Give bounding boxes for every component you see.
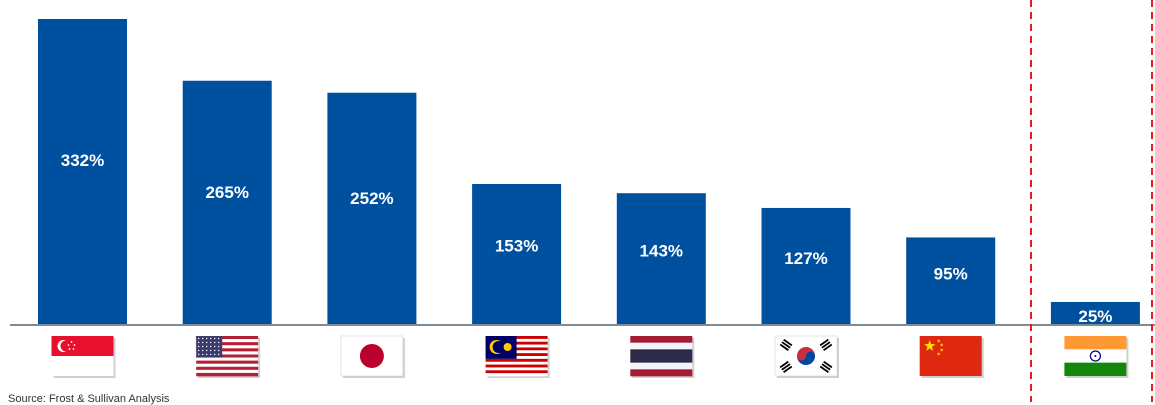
flag-south-korea-icon — [774, 335, 839, 378]
bar-thailand — [616, 193, 706, 325]
bar-value-label: 332% — [61, 151, 104, 170]
bar-india — [1050, 301, 1140, 325]
flag-india-icon — [1064, 336, 1129, 378]
flag-malaysia-icon — [485, 336, 550, 378]
bar-value-label: 153% — [495, 237, 538, 256]
flag-thailand-icon — [630, 336, 695, 378]
flag-japan-icon — [340, 335, 405, 378]
bar-value-label: 143% — [640, 241, 683, 260]
source-note: Source: Frost & Sullivan Analysis — [8, 393, 170, 405]
flag-ticks-group — [51, 335, 1129, 378]
bar-south-korea — [761, 207, 851, 325]
bar-china — [906, 237, 996, 325]
bars-group — [38, 19, 1140, 325]
bar-value-label: 95% — [934, 264, 968, 283]
value-labels-group: 332% 265% 252% 153% 143% 127% 95% 25% — [61, 151, 1113, 326]
bar-value-label: 127% — [784, 249, 827, 268]
flag-china-icon — [919, 336, 984, 378]
flag-singapore-icon — [51, 336, 116, 378]
bar-malaysia — [472, 183, 562, 325]
bar-value-label: 252% — [350, 189, 393, 208]
flag-usa-icon — [196, 336, 261, 378]
bar-value-label: 265% — [205, 183, 248, 202]
bar-singapore — [38, 19, 127, 325]
bar-value-label: 25% — [1078, 307, 1112, 326]
bar-japan — [327, 92, 417, 325]
bar-united-states — [182, 80, 272, 325]
